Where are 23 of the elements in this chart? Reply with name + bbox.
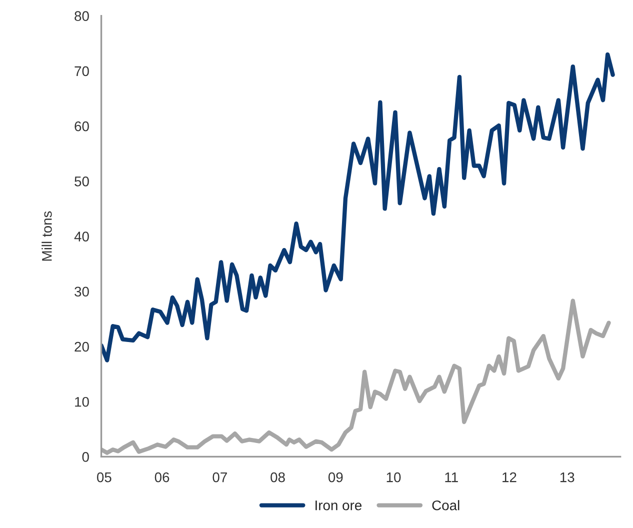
y-tick-label: 20 [74,342,89,352]
x-tick-label: 09 [328,472,343,482]
y-axis-title: Mill tons [42,211,52,261]
y-tick-label: 70 [74,66,89,76]
x-tick-label: 07 [212,472,227,482]
x-tick-label: 06 [154,472,170,482]
x-tick-label: 13 [560,472,574,482]
y-tick-label: 60 [74,121,89,132]
y-tick-label: 0 [82,452,89,462]
y-tick-label: 80 [74,11,89,22]
line-series [101,52,615,362]
legend-label: Coal [432,500,460,510]
x-tick-label: 05 [96,472,112,482]
x-tick-label: 10 [386,472,401,482]
x-tick-label: 12 [502,472,516,482]
y-tick-label: 50 [74,176,89,186]
y-tick-label: 30 [74,286,89,297]
y-tick-label: 10 [75,396,89,407]
y-tick-label: 40 [74,232,89,242]
line-series [101,298,611,455]
legend-label: Iron ore [316,500,362,510]
x-tick-label: 08 [270,472,285,482]
x-tick-label: 11 [445,472,458,482]
